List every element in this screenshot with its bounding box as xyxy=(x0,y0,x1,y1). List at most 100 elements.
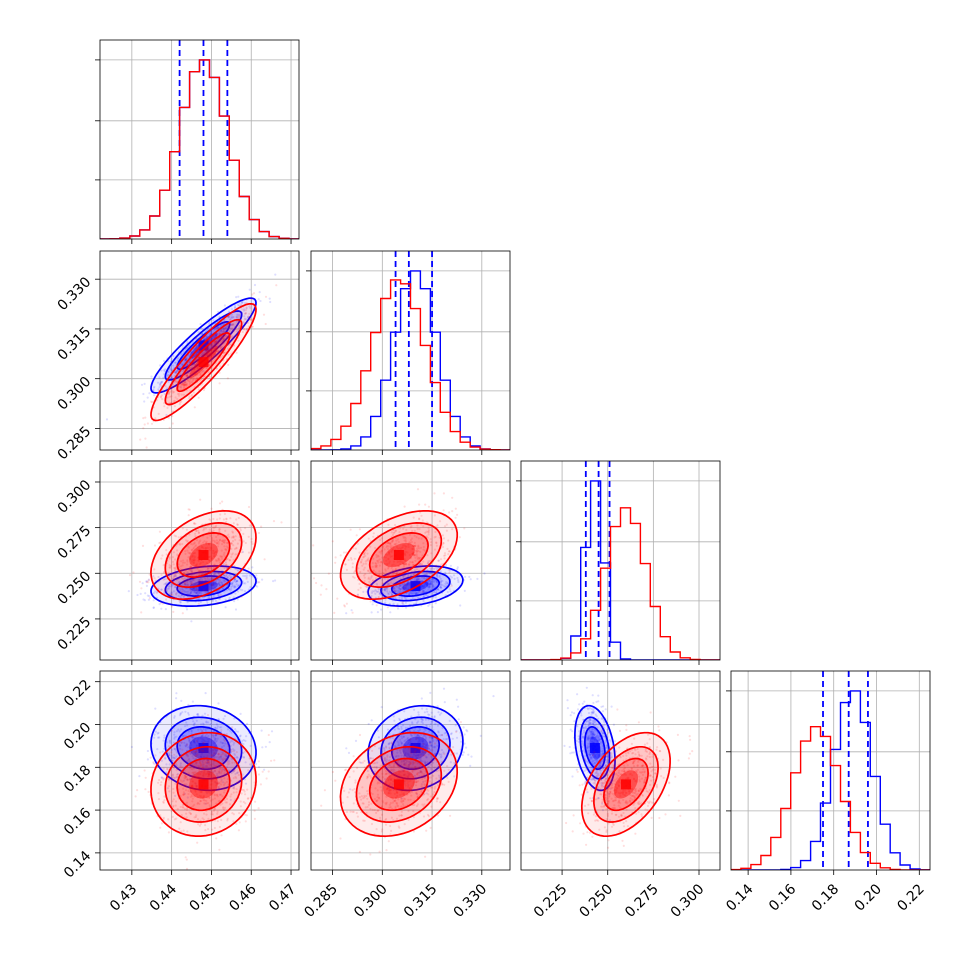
sample-point xyxy=(411,553,414,556)
sample-point xyxy=(225,563,228,567)
sample-point xyxy=(366,769,369,773)
sample-point xyxy=(191,700,194,703)
sample-point xyxy=(181,383,184,386)
sample-point xyxy=(378,573,381,576)
sample-point xyxy=(443,554,446,557)
sample-point xyxy=(162,571,166,574)
sample-point xyxy=(216,344,219,347)
sample-point xyxy=(224,806,227,810)
sample-point xyxy=(268,741,271,744)
sample-point xyxy=(213,797,216,800)
sample-point xyxy=(195,750,198,753)
sample-point xyxy=(374,571,377,574)
sample-point xyxy=(420,562,423,565)
sample-point xyxy=(194,752,197,756)
sample-point xyxy=(199,800,202,803)
sample-point xyxy=(387,557,390,560)
sample-point xyxy=(219,555,222,558)
sample-point xyxy=(194,545,197,548)
sample-point xyxy=(189,812,192,815)
contour-line xyxy=(368,532,429,578)
sample-point xyxy=(185,754,188,757)
sample-point xyxy=(161,750,164,753)
sample-point xyxy=(431,736,434,739)
sample-point xyxy=(174,592,178,595)
sample-point xyxy=(404,739,407,742)
sample-point xyxy=(185,590,188,594)
sample-point xyxy=(213,582,216,585)
sample-point xyxy=(178,365,181,368)
sample-point xyxy=(253,809,256,812)
sample-point xyxy=(225,766,229,769)
sample-point xyxy=(398,738,401,741)
sample-point xyxy=(226,576,229,579)
sample-point xyxy=(202,388,206,392)
sample-point xyxy=(227,310,230,313)
sample-point xyxy=(201,354,204,357)
sample-point xyxy=(242,800,245,804)
sample-point xyxy=(203,812,206,815)
sample-point xyxy=(419,738,422,741)
sample-point xyxy=(171,583,174,587)
sample-point xyxy=(387,743,390,746)
sample-point xyxy=(233,769,236,772)
sample-point xyxy=(428,585,431,588)
contour-line xyxy=(164,745,243,823)
sample-point xyxy=(231,335,234,338)
sample-point xyxy=(158,736,161,739)
sample-point xyxy=(187,789,190,793)
sample-point xyxy=(171,756,174,759)
sample-point xyxy=(242,582,245,585)
sample-point xyxy=(172,400,175,403)
sample-point xyxy=(198,768,201,771)
sample-point xyxy=(432,761,435,764)
sample-point xyxy=(191,755,194,758)
sample-point xyxy=(397,564,400,568)
sample-point xyxy=(196,373,199,376)
sample-point xyxy=(413,554,416,557)
sample-point xyxy=(210,346,213,349)
sample-point xyxy=(208,585,211,588)
sample-point xyxy=(170,751,173,754)
sample-point xyxy=(216,326,219,329)
sample-point xyxy=(380,537,384,540)
sample-point xyxy=(201,759,204,763)
sample-point xyxy=(235,777,238,780)
sample-point xyxy=(173,534,176,537)
sample-point xyxy=(197,531,200,535)
sample-point xyxy=(205,764,208,767)
sample-point xyxy=(428,725,431,728)
sample-point xyxy=(155,592,158,595)
sample-point xyxy=(162,369,165,372)
sample-point xyxy=(184,550,187,553)
sample-point xyxy=(394,596,397,600)
sample-point xyxy=(427,604,430,608)
sample-point xyxy=(167,572,170,575)
sample-point xyxy=(201,730,204,733)
sample-point xyxy=(194,591,198,594)
sample-point xyxy=(170,395,173,398)
sample-point xyxy=(396,547,399,550)
sample-point xyxy=(417,711,420,714)
sample-point xyxy=(193,542,196,545)
sample-point xyxy=(454,724,457,727)
sample-point xyxy=(240,595,243,598)
sample-point xyxy=(358,551,361,554)
sample-point xyxy=(232,813,235,816)
sample-point xyxy=(234,592,237,595)
sample-point xyxy=(192,720,195,723)
sample-point xyxy=(179,573,182,576)
sample-point xyxy=(154,707,157,710)
sample-point xyxy=(222,783,226,787)
sample-point xyxy=(410,525,413,528)
sample-point xyxy=(193,559,196,562)
sample-point xyxy=(409,560,412,564)
sample-point xyxy=(187,703,190,707)
sample-point xyxy=(183,384,186,387)
sample-point xyxy=(192,771,195,774)
sample-point xyxy=(356,542,359,545)
sample-point xyxy=(198,591,201,595)
sample-point xyxy=(172,390,176,394)
sample-point xyxy=(429,544,432,547)
sample-point xyxy=(257,298,260,301)
